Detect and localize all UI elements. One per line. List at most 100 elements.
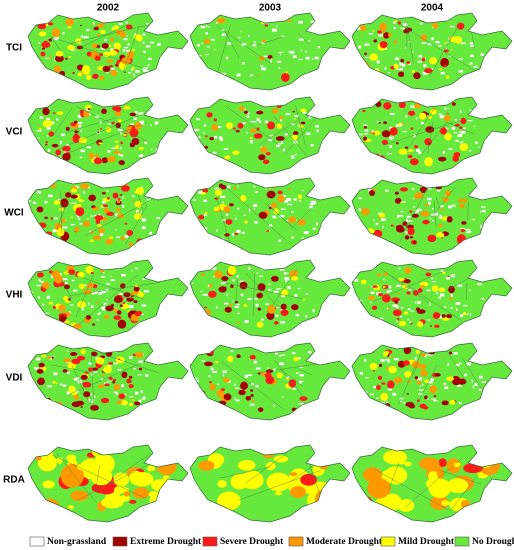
non-grassland [315,357,320,360]
drought-patch [433,395,437,398]
non-grassland [263,55,269,57]
drought-patch [442,271,446,275]
map-cell [27,259,189,338]
non-grassland [458,70,464,73]
map-cell [27,444,189,523]
non-grassland [396,320,398,323]
non-grassland [431,281,436,283]
drought-patch [280,289,289,296]
non-grassland [312,309,315,313]
non-grassland [276,60,282,63]
drought-patch [208,290,217,298]
non-grassland [197,61,200,64]
drought-patch [211,124,218,131]
non-grassland [431,219,435,222]
non-grassland [418,393,423,395]
drought-patch [379,213,386,218]
non-grassland [435,41,440,44]
drought-patch [288,216,297,223]
non-grassland [62,278,68,281]
non-grassland [278,239,281,242]
non-grassland [273,404,275,407]
non-grassland [60,140,62,144]
province-border [470,29,475,49]
non-grassland [399,397,404,400]
drought-patch [243,110,248,114]
non-grassland [480,225,483,228]
drought-patch [397,293,400,295]
non-grassland [36,191,42,194]
non-grassland [212,370,217,373]
drought-patch [400,501,411,511]
drought-patch [67,44,75,51]
non-grassland [281,141,284,144]
non-grassland [125,21,128,24]
drought-patch [59,207,64,212]
non-grassland [445,46,447,50]
non-grassland [361,395,363,399]
non-grassland [408,41,411,43]
province-border [465,283,468,301]
province-border [65,117,116,133]
non-grassland [279,269,285,271]
drought-patch [204,212,208,215]
non-grassland [118,22,123,25]
non-grassland [481,309,486,312]
non-grassland [236,207,240,210]
non-grassland [448,55,451,57]
non-grassland [415,210,419,213]
non-grassland [439,217,442,219]
drought-patch [267,304,276,314]
non-grassland [149,193,154,195]
drought-patch [280,303,287,310]
non-grassland [154,402,160,405]
drought-patch [201,273,205,277]
drought-patch [446,113,449,115]
drought-patch [35,456,42,461]
non-grassland [310,144,314,147]
legend-label: Mild Drought [398,537,455,547]
non-grassland [134,111,138,114]
non-grassland [98,292,103,295]
non-grassland [244,108,246,111]
drought-patch [103,314,110,319]
drought-patch [223,393,232,401]
drought-patch [108,362,113,365]
non-grassland [48,194,53,198]
row-label: RDA [3,475,25,486]
province-border [53,455,146,499]
drought-patch [380,392,389,401]
non-grassland [59,383,62,386]
non-grassland [212,267,217,270]
non-grassland [364,129,369,132]
non-grassland [250,74,254,77]
drought-patch [373,188,376,192]
non-grassland [275,314,279,317]
drought-patch [37,377,45,386]
non-grassland [455,139,459,142]
drought-patch [404,461,412,467]
non-grassland [402,201,406,203]
drought-patch [80,348,86,355]
province-border [299,369,313,376]
non-grassland [203,199,207,203]
non-grassland [101,309,107,311]
drought-patch [369,348,375,354]
non-grassland [459,142,463,144]
non-grassland [200,25,202,28]
drought-patch [88,152,95,160]
non-grassland [389,112,395,115]
drought-patch [55,50,64,57]
drought-patch [447,478,468,494]
drought-patch [36,368,44,374]
drought-patch [100,127,103,130]
non-grassland [399,62,403,66]
drought-patch [440,208,444,211]
province-border [60,279,73,299]
non-grassland [115,391,118,395]
non-grassland [358,234,361,237]
drought-patch [277,194,285,203]
drought-patch [430,495,449,510]
non-grassland [388,285,392,288]
drought-patch [257,307,262,311]
